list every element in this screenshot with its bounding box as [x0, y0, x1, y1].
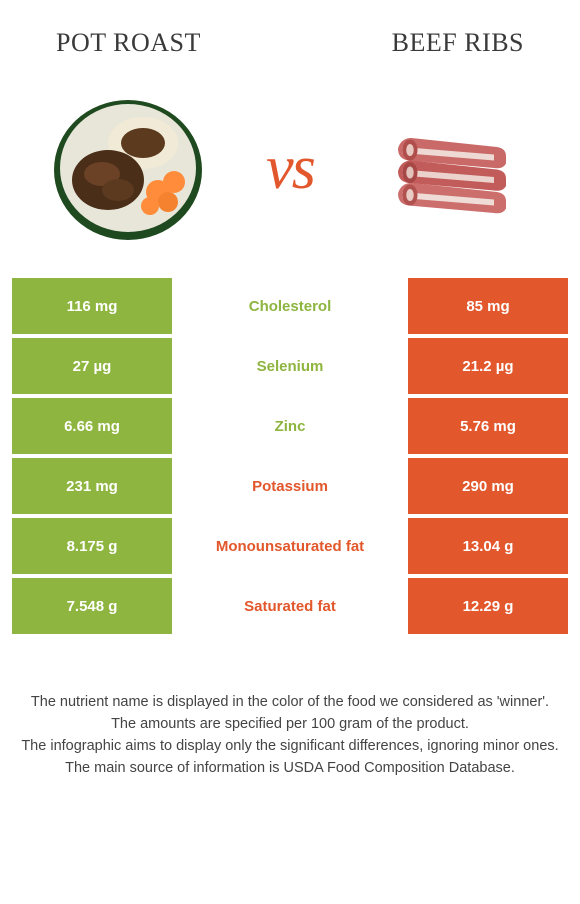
- vs-label: vs: [266, 133, 314, 204]
- left-value: 231 mg: [12, 458, 172, 514]
- header-row: Pot roast Beef ribs: [0, 0, 580, 68]
- nutrient-label: Potassium: [172, 458, 408, 514]
- table-row: 6.66 mgZinc5.76 mg: [12, 398, 568, 454]
- nutrient-label: Monounsaturated fat: [172, 518, 408, 574]
- left-food-title: Pot roast: [56, 28, 201, 58]
- left-value: 8.175 g: [12, 518, 172, 574]
- right-value: 290 mg: [408, 458, 568, 514]
- right-food-title: Beef ribs: [392, 28, 524, 58]
- footer-line: The nutrient name is displayed in the co…: [18, 692, 562, 713]
- left-value: 27 µg: [12, 338, 172, 394]
- right-value: 13.04 g: [408, 518, 568, 574]
- footer-line: The amounts are specified per 100 gram o…: [18, 714, 562, 735]
- right-value: 5.76 mg: [408, 398, 568, 454]
- nutrient-label: Selenium: [172, 338, 408, 394]
- left-value: 7.548 g: [12, 578, 172, 634]
- right-value: 85 mg: [408, 278, 568, 334]
- beef-ribs-image: [372, 88, 532, 248]
- footer-line: The infographic aims to display only the…: [18, 736, 562, 757]
- nutrient-comparison-table: 116 mgCholesterol85 mg27 µgSelenium21.2 …: [12, 278, 568, 634]
- left-value: 116 mg: [12, 278, 172, 334]
- nutrient-label: Cholesterol: [172, 278, 408, 334]
- table-row: 8.175 gMonounsaturated fat13.04 g: [12, 518, 568, 574]
- table-row: 27 µgSelenium21.2 µg: [12, 338, 568, 394]
- images-row: vs: [0, 68, 580, 278]
- nutrient-label: Saturated fat: [172, 578, 408, 634]
- table-row: 116 mgCholesterol85 mg: [12, 278, 568, 334]
- left-value: 6.66 mg: [12, 398, 172, 454]
- table-row: 231 mgPotassium290 mg: [12, 458, 568, 514]
- pot-roast-image: [48, 88, 208, 248]
- table-row: 7.548 gSaturated fat12.29 g: [12, 578, 568, 634]
- nutrient-label: Zinc: [172, 398, 408, 454]
- footer-line: The main source of information is USDA F…: [18, 758, 562, 779]
- right-value: 12.29 g: [408, 578, 568, 634]
- right-value: 21.2 µg: [408, 338, 568, 394]
- footer-notes: The nutrient name is displayed in the co…: [0, 638, 580, 779]
